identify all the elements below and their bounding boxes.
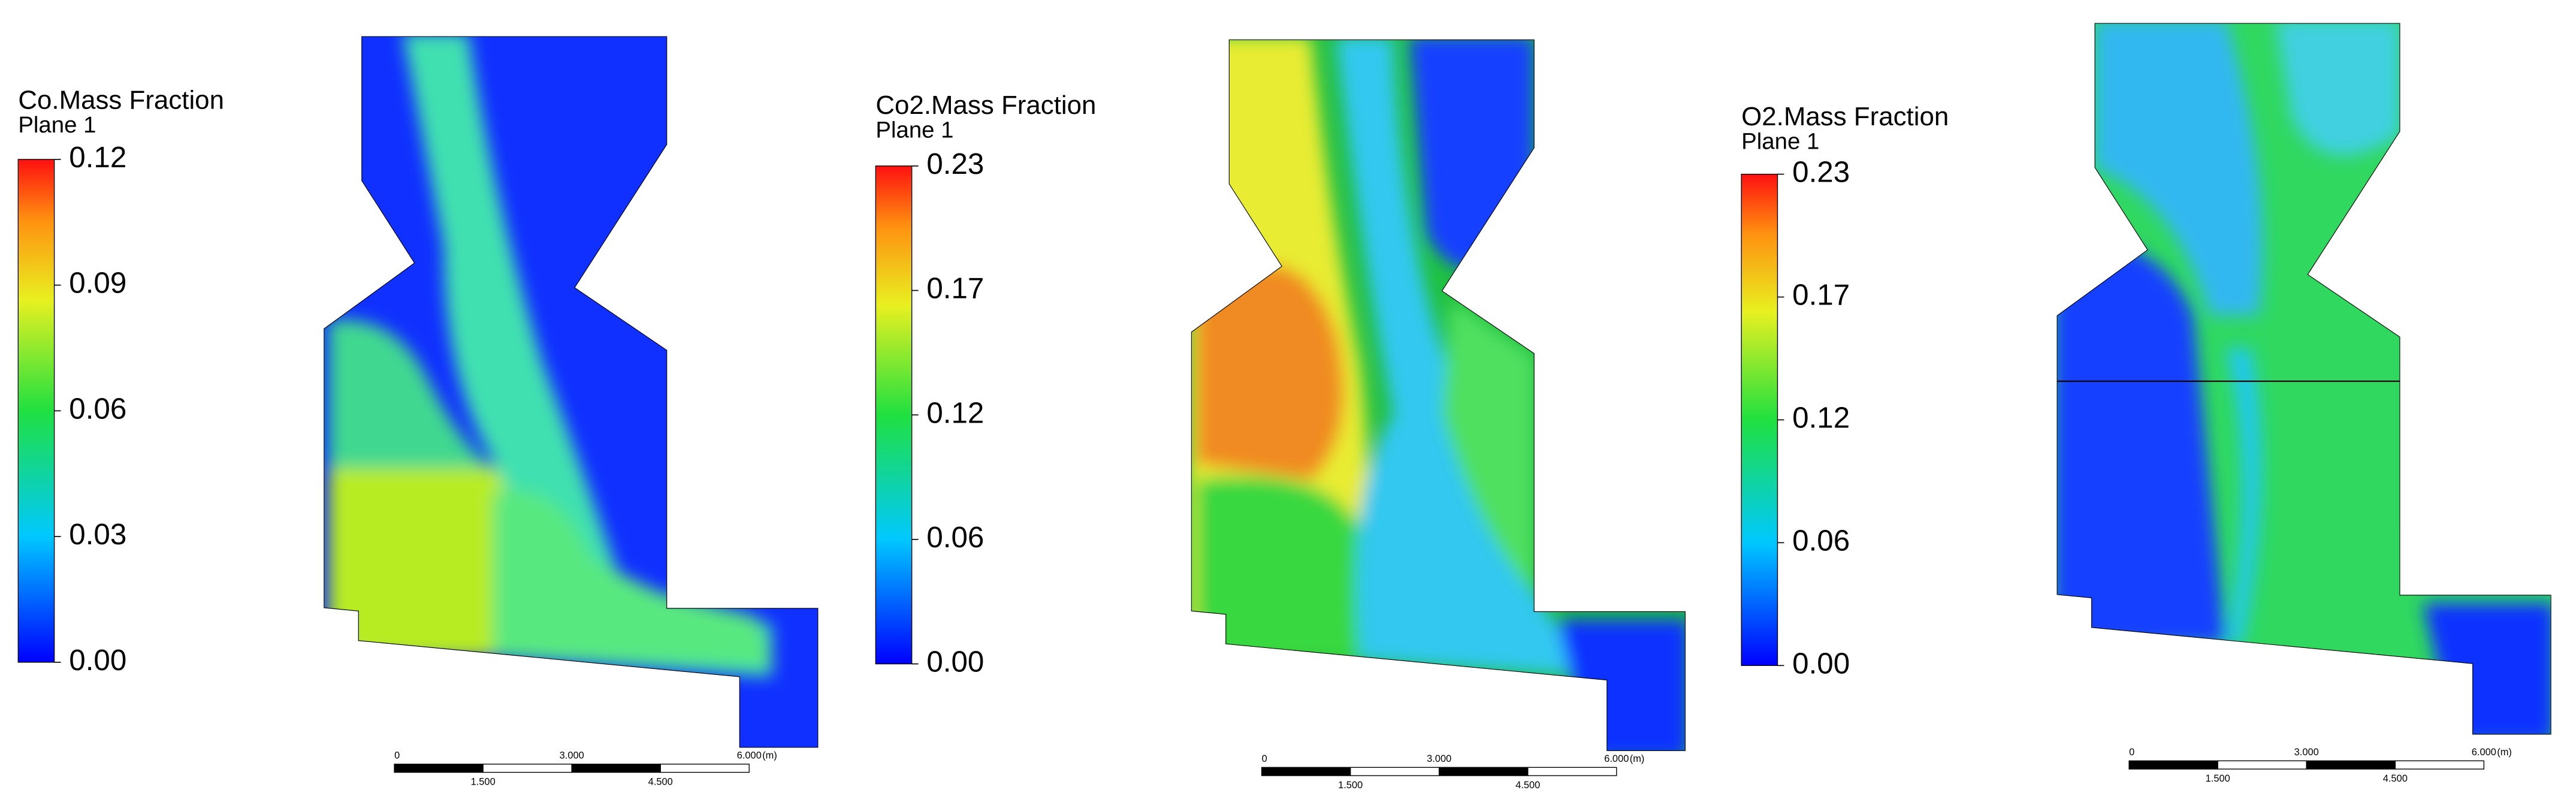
scale-label: 4.500 xyxy=(648,776,673,787)
scale-label: 0 xyxy=(2129,747,2134,758)
scale-label: 4.500 xyxy=(1515,780,1540,791)
colorbar-label: 0.23 xyxy=(926,147,984,180)
scale-label: 0 xyxy=(1262,753,1267,764)
scale-label: 1.500 xyxy=(471,776,496,787)
scale-label: 3.000 xyxy=(1427,753,1451,764)
scale-unit: (m) xyxy=(2497,747,2512,758)
scale-segment xyxy=(482,764,572,773)
scale-label: 0 xyxy=(394,750,400,761)
contour-o2 xyxy=(2056,23,2551,735)
colorbar-label: 0.09 xyxy=(69,267,126,300)
colorbar-label: 0.17 xyxy=(1792,279,1850,312)
legend-subtitle: Plane 1 xyxy=(875,117,953,143)
colorbar-label: 0.06 xyxy=(1792,524,1850,557)
scale-segment xyxy=(571,764,661,773)
scale-unit: (m) xyxy=(762,750,777,761)
scale-segment xyxy=(1527,767,1617,776)
scale-segment xyxy=(394,764,484,773)
colorbar-label: 0.00 xyxy=(69,644,126,677)
colorbar-label: 0.03 xyxy=(69,518,126,551)
scale-label: 6.000 xyxy=(2472,747,2496,758)
legend-subtitle: Plane 1 xyxy=(18,112,96,138)
scale-label: 6.000 xyxy=(737,750,762,761)
scale-unit: (m) xyxy=(1630,753,1645,764)
colorbar-label: 0.17 xyxy=(926,272,984,305)
scale-segment xyxy=(2306,760,2396,770)
scale-label: 6.000 xyxy=(1604,753,1629,764)
colorbar xyxy=(1741,173,1778,666)
legend-title: O2.Mass Fraction xyxy=(1741,102,1949,131)
legend-title: Co.Mass Fraction xyxy=(18,86,224,115)
scale-label: 3.000 xyxy=(560,750,584,761)
scale-label: 3.000 xyxy=(2294,747,2319,758)
colorbar-label: 0.06 xyxy=(926,521,984,554)
colorbar-label: 0.12 xyxy=(69,141,126,174)
scale-segment xyxy=(2217,760,2307,770)
contour-co2 xyxy=(1191,39,1686,751)
contour-co xyxy=(324,36,819,748)
colorbar-label: 0.00 xyxy=(926,646,984,679)
scale-segment xyxy=(2128,760,2218,770)
legend-title: Co2.Mass Fraction xyxy=(875,91,1096,120)
scale-segment xyxy=(2394,760,2485,770)
scale-segment xyxy=(660,764,750,773)
colorbar-label: 0.12 xyxy=(926,396,984,429)
scale-segment xyxy=(1261,767,1351,776)
colorbar xyxy=(17,159,55,663)
colorbar-label: 0.23 xyxy=(1792,156,1850,189)
scale-segment xyxy=(1439,767,1529,776)
colorbar xyxy=(875,165,913,665)
legend-subtitle: Plane 1 xyxy=(1741,129,1819,155)
colorbar-label: 0.12 xyxy=(1792,401,1850,434)
colorbar-label: 0.06 xyxy=(69,392,126,425)
scale-label: 1.500 xyxy=(1338,780,1363,791)
colorbar-label: 0.00 xyxy=(1792,647,1850,680)
scale-label: 4.500 xyxy=(2383,773,2408,784)
scale-label: 1.500 xyxy=(2206,773,2230,784)
scale-segment xyxy=(1349,767,1440,776)
